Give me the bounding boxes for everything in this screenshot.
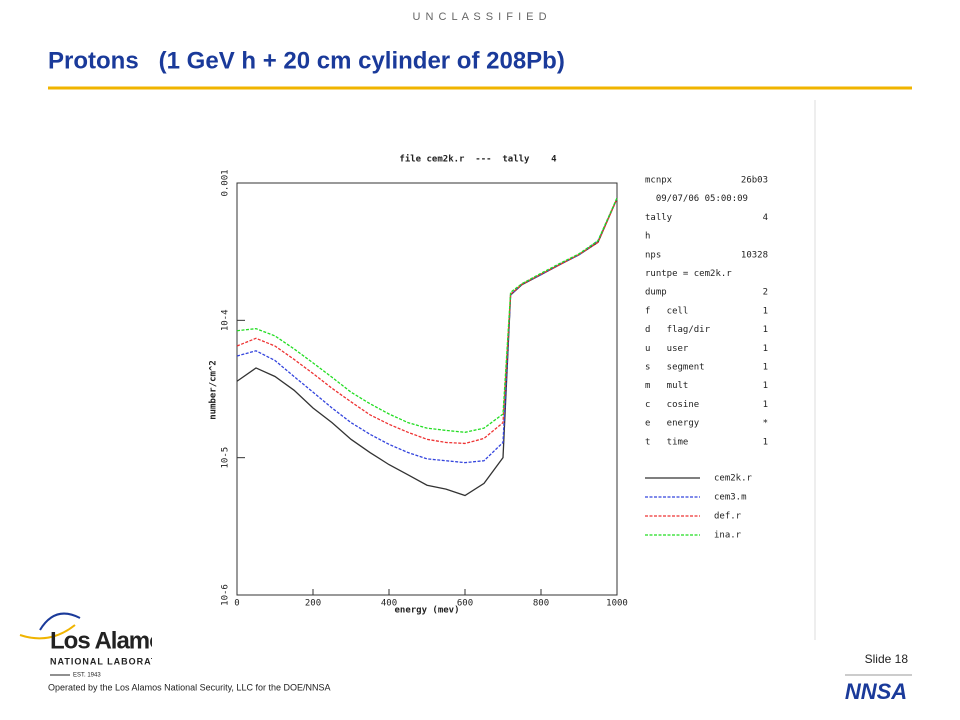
- info-label: m mult: [645, 381, 688, 391]
- info-label: dump: [645, 288, 667, 298]
- plot-frame: [236, 182, 618, 596]
- footer: Operated by the Los Alamos National Secu…: [48, 682, 330, 692]
- series-line: [236, 198, 618, 464]
- info-label: e energy: [645, 419, 700, 429]
- info-label: nps: [645, 250, 661, 260]
- series-line: [236, 197, 618, 433]
- legend-label: ina.r: [714, 531, 742, 541]
- legend-label: def.r: [714, 512, 742, 522]
- logo-arc: [39, 612, 81, 631]
- y-axis-label: number/cm^2: [209, 360, 219, 420]
- info-value: 10328: [741, 250, 768, 260]
- info-value: 1: [763, 306, 768, 316]
- info-label: c cosine: [645, 400, 699, 410]
- chart-title: file cem2k.r --- tally 4: [399, 154, 557, 165]
- y-tick-label: 10-4: [221, 309, 231, 331]
- y-tick-label: 10-6: [221, 584, 231, 606]
- x-tick-label: 0: [234, 599, 239, 609]
- info-label: u user: [645, 344, 689, 354]
- info-label: t time: [645, 437, 688, 447]
- x-tick-label: 400: [381, 599, 397, 609]
- logo-est: EST. 1943: [73, 673, 101, 679]
- info-value: 26b03: [741, 176, 768, 186]
- info-value: 1: [763, 325, 768, 335]
- legend-label: cem2k.r: [714, 474, 753, 484]
- info-label: s segment: [645, 363, 705, 373]
- x-tick-label: 200: [305, 599, 321, 609]
- logo: Los Alamos NATIONAL LABORATORY EST. 1943: [19, 612, 180, 679]
- x-tick-label: 800: [533, 599, 549, 609]
- info-label: 09/07/06 05:00:09: [645, 194, 748, 204]
- info-label: d flag/dir: [645, 325, 711, 335]
- legend-label: cem3.m: [714, 493, 747, 503]
- info-value: 1: [763, 437, 768, 447]
- info-label: tally: [645, 213, 673, 223]
- logo-sub: NATIONAL LABORATORY: [50, 656, 180, 666]
- info-value: 1: [763, 400, 768, 410]
- logo-arc: [19, 624, 76, 640]
- x-tick-label: 600: [457, 599, 473, 609]
- info-label: runtpe = cem2k.r: [645, 269, 732, 279]
- series-line: [236, 198, 618, 497]
- info-label: h: [645, 232, 650, 242]
- slide-title: Protons (1 GeV h + 20 cm cylinder of 208…: [48, 47, 565, 74]
- agency-logo: NNSA: [845, 679, 907, 704]
- info-value: 1: [763, 363, 768, 373]
- classification: U N C L A S S I F I E D: [412, 11, 547, 23]
- info-value: *: [763, 419, 768, 429]
- info-label: mcnpx: [645, 176, 673, 186]
- series-line: [236, 198, 618, 445]
- info-value: 2: [763, 288, 768, 298]
- info-value: 4: [763, 213, 768, 223]
- info-value: 1: [763, 381, 768, 391]
- x-axis-label: energy (mev): [394, 606, 459, 616]
- info-value: 1: [763, 344, 768, 354]
- slide-number: Slide 18: [865, 652, 909, 666]
- y-tick-label: 0.001: [221, 169, 231, 196]
- y-tick-label: 10-5: [221, 447, 231, 469]
- info-label: f cell: [645, 306, 688, 316]
- x-tick-label: 1000: [606, 599, 628, 609]
- logo-name: Los Alamos: [50, 627, 176, 654]
